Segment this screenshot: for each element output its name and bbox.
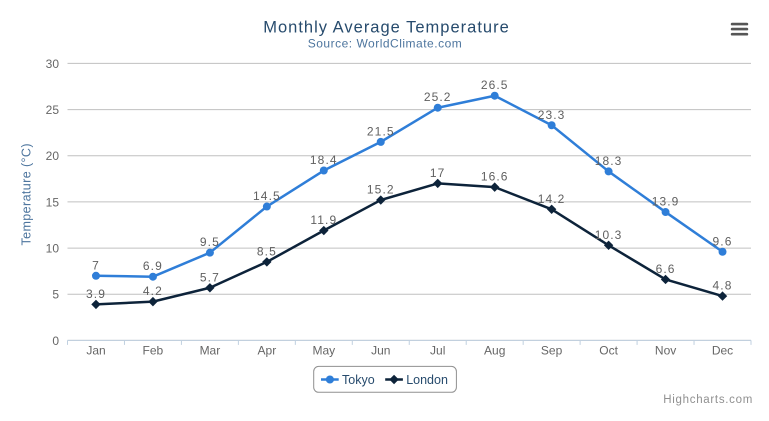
svg-text:7: 7 (92, 258, 100, 272)
svg-text:25.2: 25.2 (424, 90, 452, 104)
svg-text:0: 0 (52, 334, 59, 348)
svg-text:4.8: 4.8 (713, 279, 733, 293)
svg-text:11.9: 11.9 (310, 213, 337, 227)
svg-text:May: May (312, 344, 335, 358)
svg-text:25: 25 (46, 103, 60, 117)
svg-text:5.7: 5.7 (200, 270, 220, 284)
svg-text:9.6: 9.6 (713, 234, 733, 248)
svg-text:14.2: 14.2 (538, 192, 566, 206)
svg-text:14.5: 14.5 (253, 189, 281, 203)
svg-text:8.5: 8.5 (257, 244, 277, 258)
svg-text:Source: WorldClimate.com: Source: WorldClimate.com (308, 37, 463, 51)
svg-text:4.2: 4.2 (143, 284, 163, 298)
svg-text:Jul: Jul (430, 344, 445, 358)
svg-text:Jun: Jun (371, 344, 390, 358)
svg-text:Apr: Apr (258, 344, 277, 358)
svg-text:Nov: Nov (655, 344, 676, 358)
svg-text:17: 17 (430, 166, 446, 180)
svg-text:9.5: 9.5 (200, 235, 220, 249)
svg-text:6.9: 6.9 (143, 259, 163, 273)
svg-text:15.2: 15.2 (367, 183, 395, 197)
svg-text:3.9: 3.9 (86, 287, 106, 301)
svg-text:26.5: 26.5 (481, 78, 509, 92)
svg-text:21.5: 21.5 (367, 124, 395, 138)
svg-text:Mar: Mar (200, 344, 221, 358)
svg-text:23.3: 23.3 (538, 108, 566, 122)
svg-text:Jan: Jan (86, 344, 105, 358)
svg-text:Temperature (°C): Temperature (°C) (20, 143, 34, 245)
svg-text:18.4: 18.4 (310, 153, 338, 167)
svg-text:13.9: 13.9 (652, 195, 680, 209)
svg-text:15: 15 (46, 195, 60, 209)
svg-text:London: London (406, 373, 448, 387)
svg-text:Highcharts.com: Highcharts.com (663, 394, 753, 406)
svg-text:Monthly Average Temperature: Monthly Average Temperature (263, 19, 510, 37)
svg-text:10: 10 (46, 242, 60, 256)
svg-text:Tokyo: Tokyo (342, 373, 375, 387)
svg-text:Oct: Oct (599, 344, 618, 358)
svg-text:Dec: Dec (712, 344, 733, 358)
svg-text:16.6: 16.6 (481, 170, 509, 184)
svg-text:5: 5 (52, 288, 59, 302)
svg-text:30: 30 (46, 57, 60, 71)
svg-text:6.6: 6.6 (656, 262, 676, 276)
svg-text:18.3: 18.3 (595, 154, 623, 168)
svg-text:Aug: Aug (484, 344, 505, 358)
svg-text:10.3: 10.3 (595, 228, 623, 242)
svg-text:20: 20 (46, 149, 60, 163)
svg-text:Feb: Feb (143, 344, 164, 358)
svg-text:Sep: Sep (541, 344, 563, 358)
